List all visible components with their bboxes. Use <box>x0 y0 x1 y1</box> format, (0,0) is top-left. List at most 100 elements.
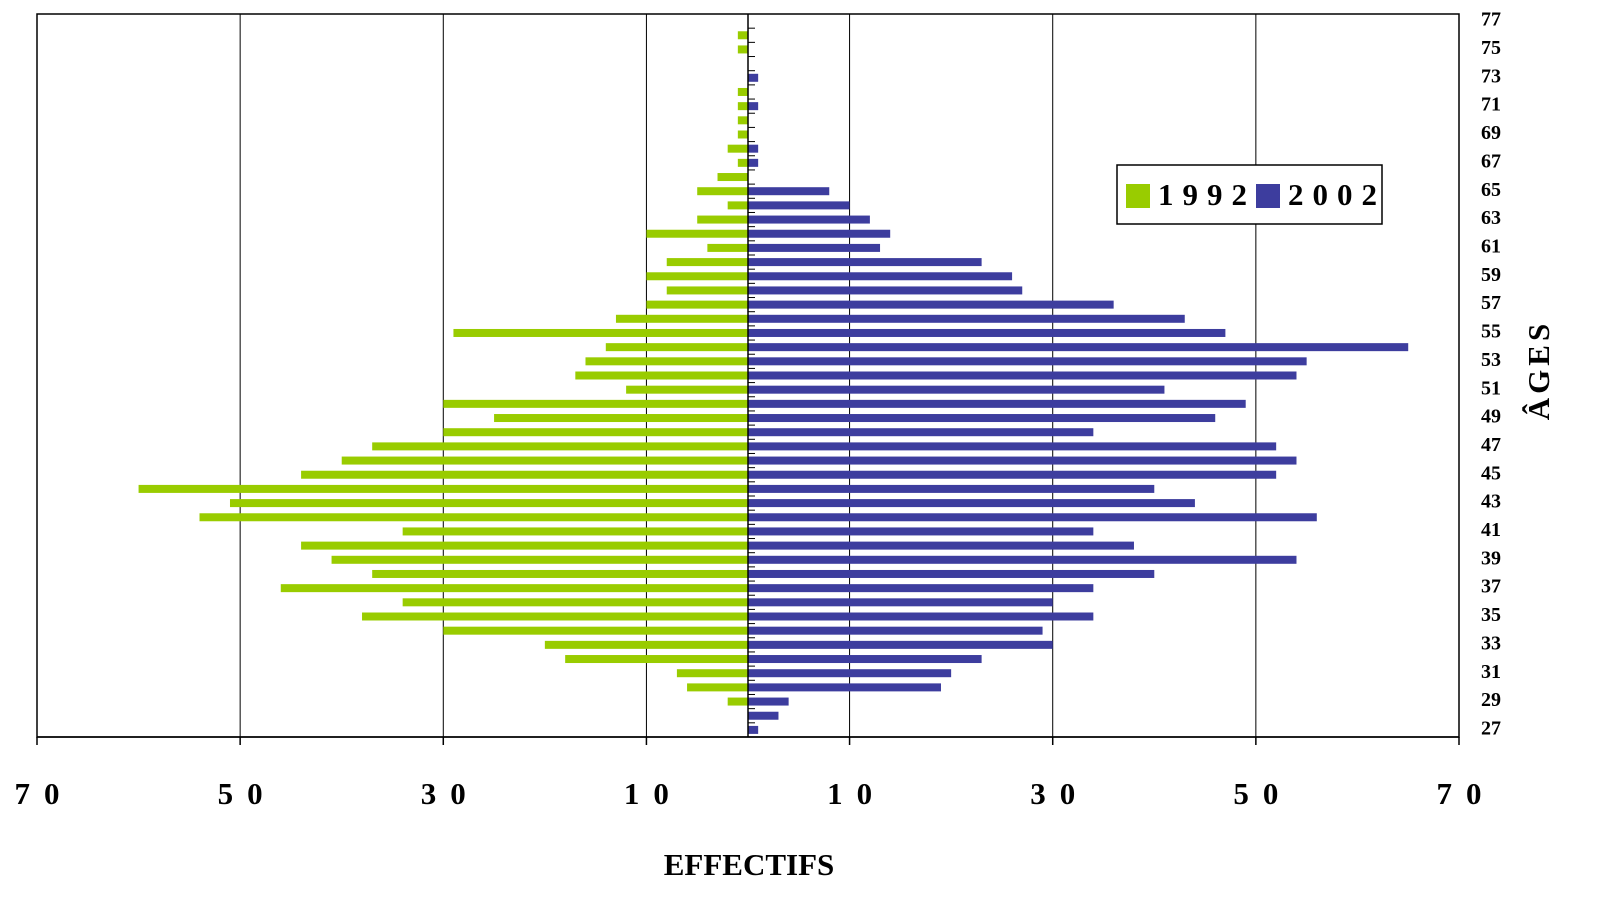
y-tick-label: 69 <box>1481 122 1501 144</box>
bar <box>615 314 748 323</box>
y-tick-label: 57 <box>1481 292 1501 314</box>
x-tick-label: 50 <box>218 776 277 811</box>
y-tick-label: 49 <box>1481 406 1501 428</box>
bar <box>748 314 1185 323</box>
bar <box>717 173 748 182</box>
bar <box>748 612 1094 621</box>
x-tick-label: 30 <box>1030 776 1089 811</box>
y-tick-label: 65 <box>1481 179 1501 201</box>
bar <box>748 328 1226 337</box>
bar <box>585 357 748 366</box>
legend-label: 1992 <box>1158 177 1256 212</box>
bar <box>748 357 1307 366</box>
bar <box>626 385 748 394</box>
bar <box>676 669 748 678</box>
bar <box>727 201 748 210</box>
bar <box>748 399 1246 408</box>
bar <box>362 612 748 621</box>
bar <box>748 640 1053 649</box>
bar <box>737 102 748 111</box>
y-axis-title: ÂGES <box>1521 320 1556 420</box>
bar <box>748 102 759 111</box>
bar <box>727 697 748 706</box>
bar <box>443 399 748 408</box>
bar <box>748 229 891 238</box>
bar <box>697 215 748 224</box>
bar <box>737 31 748 40</box>
y-tick-label: 51 <box>1481 377 1501 399</box>
bar <box>443 626 748 635</box>
bar <box>646 229 748 238</box>
legend-box <box>1116 164 1383 225</box>
y-tick-label: 55 <box>1481 321 1501 343</box>
bar <box>748 414 1216 423</box>
y-tick-label: 53 <box>1481 349 1501 371</box>
bar <box>748 201 850 210</box>
bar <box>565 655 748 664</box>
bar <box>748 187 830 196</box>
bar <box>748 456 1297 465</box>
bar <box>727 144 748 153</box>
bar <box>605 343 748 352</box>
y-tick-label: 59 <box>1481 264 1501 286</box>
bar <box>544 640 748 649</box>
bar <box>748 215 870 224</box>
bar <box>748 144 759 153</box>
y-tick-label: 41 <box>1481 519 1501 541</box>
y-tick-label: 45 <box>1481 462 1501 484</box>
bar <box>748 343 1409 352</box>
bar <box>402 527 748 536</box>
y-tick-label: 47 <box>1481 434 1501 456</box>
y-tick-label: 29 <box>1481 689 1501 711</box>
bar <box>748 73 759 82</box>
y-tick-label: 33 <box>1481 632 1501 654</box>
legend-label: 2002 <box>1288 177 1386 212</box>
bar <box>737 158 748 167</box>
bar <box>737 116 748 125</box>
bar <box>748 711 779 720</box>
x-tick-label: 70 <box>1437 776 1496 811</box>
bar <box>199 513 748 522</box>
bar <box>453 328 748 337</box>
y-tick-label: 27 <box>1481 718 1501 740</box>
bar <box>331 555 748 564</box>
y-tick-label: 61 <box>1481 236 1501 258</box>
bar <box>748 243 881 252</box>
bar <box>341 456 748 465</box>
y-tick-label: 43 <box>1481 491 1501 513</box>
y-tick-label: 67 <box>1481 150 1501 172</box>
x-tick-label: 70 <box>15 776 74 811</box>
x-tick-label: 10 <box>624 776 683 811</box>
bar <box>748 385 1165 394</box>
y-tick-label: 63 <box>1481 207 1501 229</box>
bar <box>748 499 1195 508</box>
bar <box>748 484 1155 493</box>
y-tick-label: 37 <box>1481 576 1501 598</box>
bar <box>280 584 748 593</box>
bar <box>748 669 952 678</box>
legend-swatch <box>1126 184 1150 208</box>
bar <box>646 272 748 281</box>
bar <box>748 513 1317 522</box>
bar <box>748 683 941 692</box>
y-tick-label: 75 <box>1481 37 1501 59</box>
bar <box>748 598 1053 607</box>
bar <box>737 130 748 139</box>
legend-swatch <box>1256 184 1280 208</box>
bar <box>494 414 748 423</box>
bar <box>697 187 748 196</box>
y-tick-label: 31 <box>1481 661 1501 683</box>
bar <box>575 371 748 380</box>
bar <box>229 499 748 508</box>
bar <box>748 725 759 734</box>
x-tick-label: 30 <box>421 776 480 811</box>
bar <box>443 428 748 437</box>
x-axis-title: EFFECTIFS <box>664 847 835 882</box>
x-tick-label: 10 <box>827 776 886 811</box>
bar <box>748 272 1013 281</box>
bar <box>748 428 1094 437</box>
bar <box>707 243 748 252</box>
bar <box>748 555 1297 564</box>
y-tick-label: 71 <box>1481 94 1501 116</box>
bar <box>737 87 748 96</box>
